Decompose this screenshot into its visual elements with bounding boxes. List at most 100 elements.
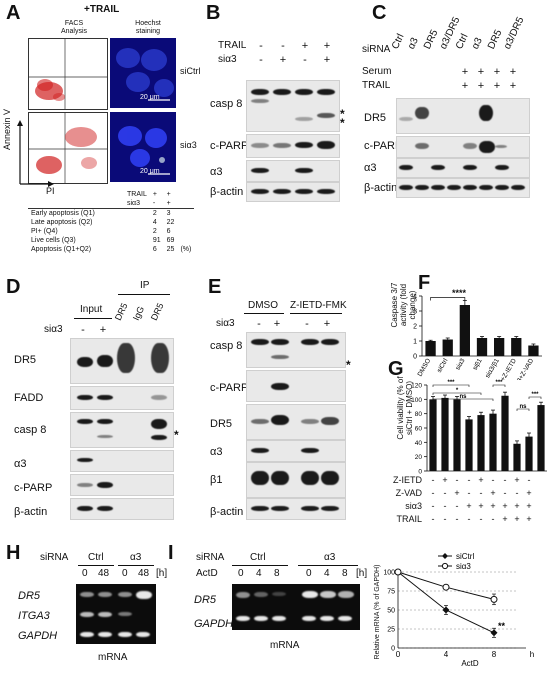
i-y-tick-label: 75 bbox=[387, 589, 395, 596]
gel-h bbox=[76, 584, 156, 644]
i-row-dr5: DR5 bbox=[194, 594, 217, 606]
blot-e-casp8 bbox=[246, 332, 346, 368]
d-input-line bbox=[74, 318, 112, 319]
d-row-a3: α3 bbox=[14, 458, 27, 470]
facs-scatter-sictrl bbox=[29, 39, 107, 109]
c-lane-label: Ctrl bbox=[454, 32, 471, 51]
table-cell: 4 bbox=[152, 219, 157, 226]
g-sig-label: *** bbox=[447, 380, 455, 386]
g-cond-sign: + bbox=[478, 501, 484, 511]
g-cond-sign: - bbox=[431, 514, 435, 524]
blot-c-dr5 bbox=[396, 98, 530, 134]
g-bar bbox=[525, 436, 533, 471]
c-row-dr5: DR5 bbox=[364, 112, 387, 124]
g-sig-bracket bbox=[432, 384, 470, 387]
panel-label-h: H bbox=[6, 542, 21, 564]
panel-label-c: C bbox=[372, 2, 387, 24]
blot-e-bactin bbox=[246, 498, 346, 520]
g-sig-label: *** bbox=[495, 380, 503, 386]
c-lane-label: α3 bbox=[470, 36, 485, 51]
g-cond-label: TRAIL bbox=[396, 514, 422, 524]
h-row-itga3: ITGA3 bbox=[18, 610, 50, 622]
i-legend-label: siCtrl bbox=[456, 552, 474, 561]
cond-sign: + bbox=[461, 80, 469, 92]
i-y-tick-label: 100 bbox=[384, 570, 395, 577]
blot-b-a3 bbox=[246, 160, 340, 182]
f-bar bbox=[425, 341, 436, 356]
e-star: * bbox=[346, 358, 351, 372]
axis-arrows bbox=[17, 120, 54, 187]
cond-sign: - bbox=[303, 54, 307, 66]
g-cond-sign: - bbox=[467, 475, 471, 485]
row-cparp: c-PARP bbox=[210, 140, 249, 152]
c-lane-label: Ctrl bbox=[390, 32, 407, 51]
panel-a-title: +TRAIL bbox=[84, 4, 120, 15]
g-cond-sign: + bbox=[454, 488, 460, 498]
g-cond-sign: - bbox=[479, 514, 483, 524]
blot-d-bactin bbox=[70, 498, 174, 520]
i-a3-line bbox=[298, 565, 358, 566]
g-cond-sign: + bbox=[490, 501, 496, 511]
e-row-casp8: casp 8 bbox=[210, 340, 243, 352]
f-category-label: siα3 bbox=[454, 357, 466, 371]
i-sig-label: ** bbox=[498, 621, 506, 631]
facs-ylabel: Annexin V bbox=[2, 108, 12, 150]
g-cond-sign: - bbox=[503, 475, 507, 485]
panel-label-i: I bbox=[168, 542, 174, 564]
i-series-line bbox=[397, 571, 495, 634]
c-row-a3: α3 bbox=[364, 162, 377, 174]
panel-label-d: D bbox=[6, 276, 21, 298]
f-category-label: siCtrl bbox=[436, 357, 450, 374]
h-group-ctrl: Ctrl bbox=[88, 552, 104, 563]
blot-c-cparp bbox=[396, 136, 530, 158]
g-y-tick-label: 40 bbox=[415, 440, 423, 447]
cond-sign: + bbox=[273, 318, 281, 330]
g-cond-sign: - bbox=[431, 475, 435, 485]
g-sig-label: ns bbox=[519, 404, 527, 410]
blot-d-casp8 bbox=[70, 412, 174, 448]
i-time: 8 bbox=[274, 568, 280, 579]
i-point-sia3 bbox=[442, 583, 450, 591]
f-y-tick-label: 0 bbox=[413, 354, 417, 361]
g-cond-sign: - bbox=[431, 501, 435, 511]
g-cond-sign: - bbox=[515, 488, 519, 498]
i-actd: ActD bbox=[196, 568, 218, 579]
f-bar bbox=[442, 339, 453, 356]
i-point-sia3 bbox=[394, 568, 402, 576]
apoptosis-table: TRAIL + + siα3 - + Early apoptosis (Q1) 2 3 La… bbox=[28, 190, 195, 254]
cond-sign: + bbox=[301, 40, 309, 52]
e-dmso-line bbox=[244, 313, 284, 314]
table-hdr-trail: TRAIL bbox=[127, 191, 147, 198]
hoechst-header: Hoechst staining bbox=[135, 20, 161, 35]
h-row-dr5: DR5 bbox=[18, 590, 41, 602]
g-y-tick-label: 100 bbox=[411, 397, 422, 404]
h-time: 48 bbox=[138, 568, 150, 579]
g-sig-bracket bbox=[432, 392, 482, 395]
cond-sign: + bbox=[509, 66, 517, 78]
f-bar bbox=[511, 338, 522, 356]
cond-sign: - bbox=[305, 318, 309, 330]
h-group-a3: α3 bbox=[130, 552, 142, 563]
scalebar-label-1: 20 μm bbox=[140, 94, 160, 101]
gel-i bbox=[232, 584, 360, 630]
blot-d-fadd bbox=[70, 386, 174, 410]
d-row-cparp: c-PARP bbox=[14, 482, 53, 494]
h-unit: [h] bbox=[156, 568, 168, 579]
g-sig-label: ns bbox=[459, 394, 467, 400]
c-lane-label: DR5 bbox=[486, 28, 505, 51]
g-y-tick-label: 60 bbox=[415, 426, 423, 433]
d-lane-label: DR5 bbox=[148, 301, 166, 322]
cond-sign: + bbox=[323, 54, 331, 66]
i-time: 0 bbox=[238, 568, 244, 579]
d-ip-label: IP bbox=[140, 280, 150, 291]
e-group-zietd: Z-IETD-FMK bbox=[290, 300, 347, 311]
g-y-tick-label: 80 bbox=[415, 411, 423, 418]
cond-sign: + bbox=[279, 54, 287, 66]
hoechst-image-sictrl bbox=[110, 38, 176, 108]
e-row-dr5: DR5 bbox=[210, 418, 233, 430]
h-sirna: siRNA bbox=[40, 552, 69, 563]
table-row-label: Apoptosis (Q1+Q2) bbox=[31, 246, 92, 253]
f-bar bbox=[459, 305, 470, 356]
hoechst-image-sia3 bbox=[110, 112, 176, 182]
g-cond-label: Z-IETD bbox=[393, 475, 422, 485]
